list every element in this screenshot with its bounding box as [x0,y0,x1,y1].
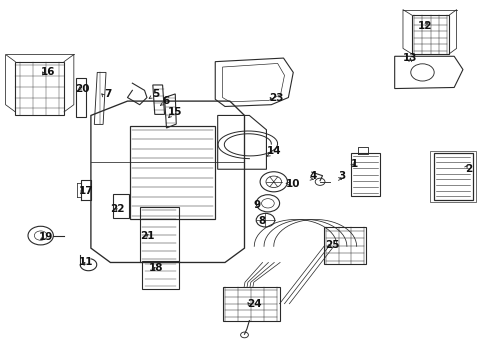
Bar [113,194,129,218]
Bar [142,261,178,289]
Text: 18: 18 [148,263,163,273]
Text: 19: 19 [39,232,53,242]
Text: 16: 16 [41,67,56,77]
Text: 15: 15 [168,107,182,117]
Text: 24: 24 [246,299,261,309]
Text: 23: 23 [268,93,283,103]
Text: 3: 3 [338,171,345,181]
Text: 11: 11 [79,257,93,267]
Bar [130,126,215,220]
Text: 8: 8 [258,216,265,226]
Text: 21: 21 [140,231,154,240]
Text: 25: 25 [325,239,339,249]
Text: 10: 10 [285,179,300,189]
Text: 5: 5 [152,89,159,99]
Text: 9: 9 [253,200,260,210]
Text: 4: 4 [308,171,316,181]
Text: 20: 20 [75,84,90,94]
Text: 1: 1 [350,159,357,169]
Text: 22: 22 [110,204,125,214]
Text: 12: 12 [417,21,431,31]
Text: 6: 6 [163,96,170,106]
Text: 13: 13 [402,53,417,63]
Text: 7: 7 [104,89,111,99]
Text: 2: 2 [464,164,471,174]
Text: 14: 14 [266,146,281,156]
Text: 17: 17 [79,186,93,196]
Bar [140,207,178,262]
